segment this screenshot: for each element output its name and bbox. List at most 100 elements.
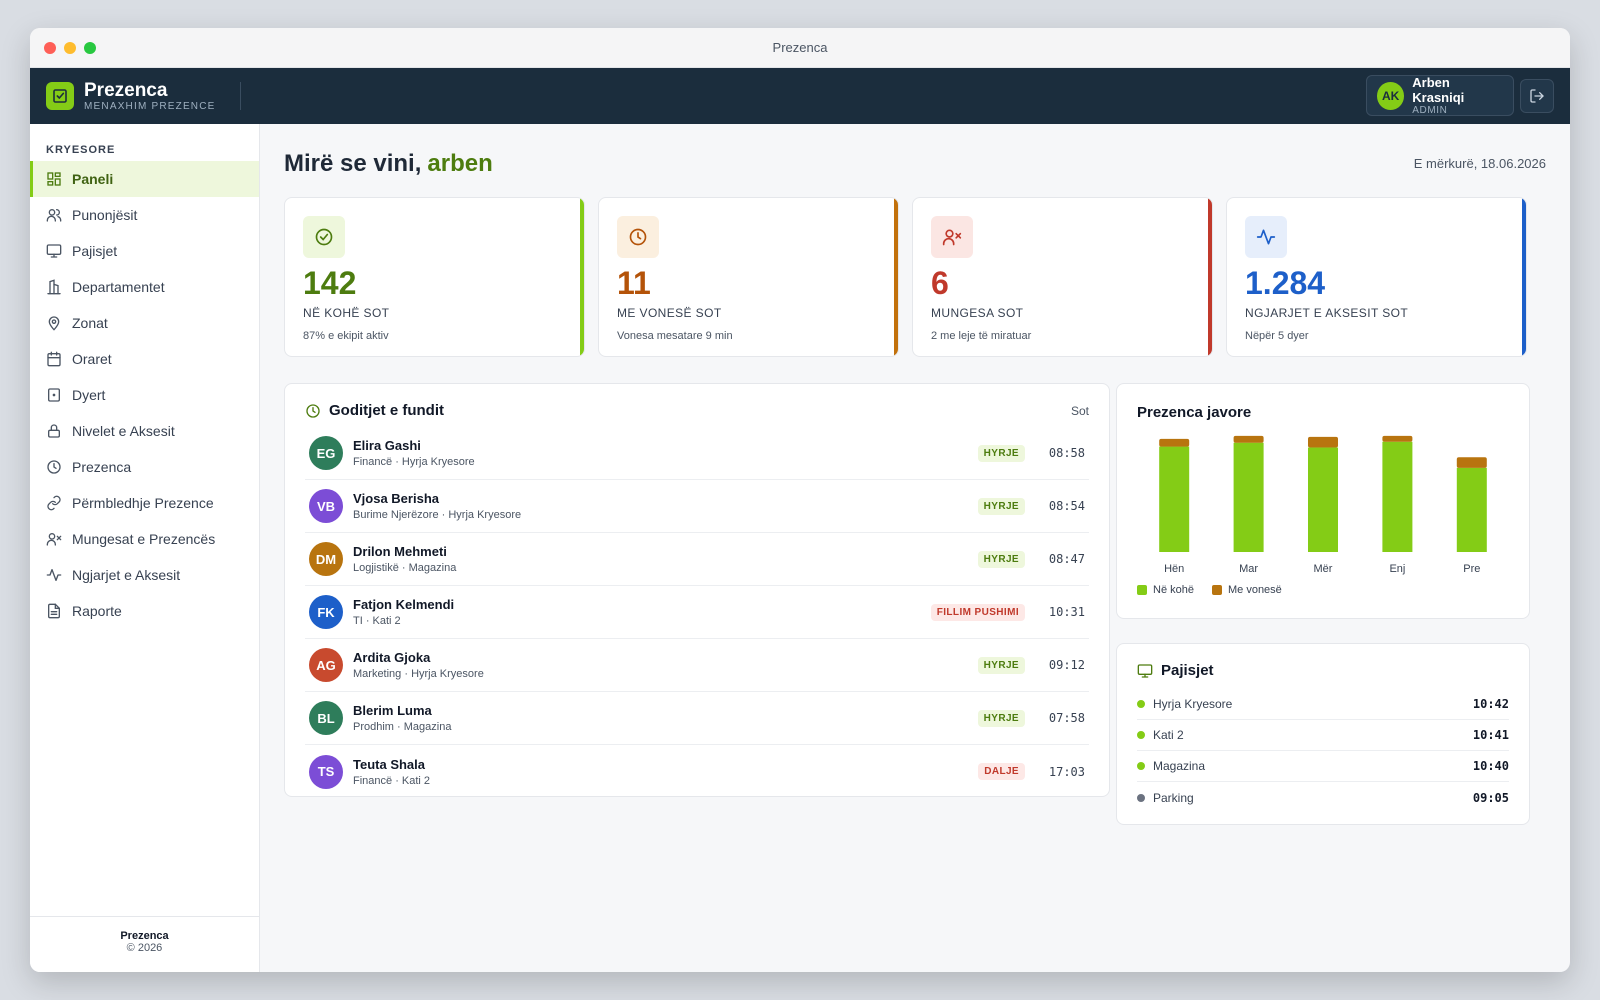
sidebar-item-ngjarjet-e-aksesit[interactable]: Ngjarjet e Aksesit <box>30 557 259 593</box>
bar-late[interactable] <box>1382 435 1413 442</box>
minimize-window-button[interactable] <box>64 42 76 54</box>
legend-label: Në kohë <box>1153 584 1194 596</box>
device-row[interactable]: Magazina 10:40 <box>1137 751 1509 782</box>
sidebar-item-prezenca[interactable]: Prezenca <box>30 449 259 485</box>
bar-late[interactable] <box>1456 457 1487 468</box>
top-bar: Prezenca MENAXHIM PREZENCE AK Arben Kras… <box>30 68 1570 124</box>
status-badge: HYRJE <box>977 444 1025 462</box>
bar-late[interactable] <box>1159 438 1190 447</box>
building-icon <box>47 279 61 295</box>
avatar: AK <box>1377 81 1405 110</box>
avatar: BL <box>309 701 343 735</box>
stat-value: 11 <box>617 265 651 301</box>
chart-legend: Në kohë Me vonesë <box>1137 584 1282 596</box>
device-row[interactable]: Kati 2 10:41 <box>1137 720 1509 751</box>
user-x-icon <box>931 216 973 258</box>
stat-card-late[interactable]: 11 ME VONESË SOT Vonesa mesatare 9 min <box>598 197 899 357</box>
stat-value: 142 <box>303 265 357 301</box>
sidebar-item-mungesat-e-prezences[interactable]: Mungesat e Prezencës <box>30 521 259 557</box>
activity-icon <box>1245 216 1287 258</box>
stat-card-access-events[interactable]: 1.284 NGJARJET E AKSESIT SOT Nëpër 5 dye… <box>1226 197 1527 357</box>
map-pin-icon <box>48 316 60 331</box>
bar-late[interactable] <box>1233 435 1264 443</box>
punch-time: 08:58 <box>1048 446 1085 460</box>
devices-panel: Pajisjet Hyrja Kryesore 10:42 Kati 2 10:41 M… <box>1116 643 1530 825</box>
bar-on-time[interactable] <box>1382 441 1413 552</box>
stat-card-on-time[interactable]: 142 NË KOHË SOT 87% e ekipit aktiv <box>284 197 585 357</box>
device-row[interactable]: Parking 09:05 <box>1137 782 1509 813</box>
brand[interactable]: Prezenca MENAXHIM PREZENCE <box>46 80 216 112</box>
status-dot <box>1137 762 1145 770</box>
footer-name: Prezenca <box>120 930 169 942</box>
brand-subtitle: MENAXHIM PREZENCE <box>84 100 216 112</box>
sidebar-item-dyert[interactable]: Dyert <box>30 377 259 413</box>
bar-on-time[interactable] <box>1233 442 1264 552</box>
user-menu[interactable]: AK Arben Krasniqi ADMIN <box>1366 75 1514 116</box>
clock-icon <box>617 216 659 258</box>
device-last-seen: 10:42 <box>1472 697 1509 711</box>
stat-label: NGJARJET E AKSESIT SOT <box>1245 306 1409 320</box>
sidebar-item-nivelet-e-aksesit[interactable]: Nivelet e Aksesit <box>30 413 259 449</box>
table-row[interactable]: FK Fatjon Kelmendi TI · Kati 2 FILLIM PUSHI… <box>305 586 1089 639</box>
window-title: Prezenca <box>772 40 828 55</box>
calendar-icon <box>47 351 61 367</box>
clock-icon <box>47 460 61 474</box>
device-row[interactable]: Hyrja Kryesore 10:42 <box>1137 689 1509 720</box>
logout-icon <box>1530 89 1544 103</box>
x-tick-label: Enj <box>1389 563 1405 575</box>
door-icon <box>48 388 60 402</box>
x-tick-label: Mar <box>1239 563 1258 575</box>
recent-list: EG Elira Gashi Financë · Hyrja Kryesore HYR… <box>305 427 1089 798</box>
legend-item: Me vonesë <box>1211 584 1282 596</box>
bar-on-time[interactable] <box>1308 447 1338 552</box>
sidebar-item-paneli[interactable]: Paneli <box>30 161 259 197</box>
sidebar-item-zonat[interactable]: Zonat <box>30 305 259 341</box>
maximize-window-button[interactable] <box>84 42 96 54</box>
sidebar-item-punonjesit[interactable]: Punonjësit <box>30 197 259 233</box>
recent-filter[interactable]: Sot <box>1070 404 1089 418</box>
bar-on-time[interactable] <box>1456 467 1487 552</box>
clock-icon <box>306 403 320 418</box>
employee-name: Drilon Mehmeti <box>353 544 447 559</box>
user-role: ADMIN <box>1412 105 1448 116</box>
monitor-icon <box>46 244 62 258</box>
sidebar-item-permbledhje-prezence[interactable]: Përmbledhje Prezence <box>30 485 259 521</box>
table-row[interactable]: DM Drilon Mehmeti Logjistikë · Magazina HYR… <box>305 533 1089 586</box>
legend-label: Me vonesë <box>1227 584 1282 596</box>
sidebar-item-label: Nivelet e Aksesit <box>72 423 175 439</box>
sidebar-item-label: Paneli <box>72 171 114 187</box>
device-name: Magazina <box>1153 759 1206 773</box>
employee-meta: TI · Kati 2 <box>353 615 401 627</box>
status-dot <box>1137 731 1145 739</box>
sidebar-item-oraret[interactable]: Oraret <box>30 341 259 377</box>
sidebar-item-departamentet[interactable]: Departamentet <box>30 269 259 305</box>
app-window: Prezenca Prezenca MENAXHIM PREZENCE AK A… <box>30 28 1570 972</box>
stat-subtext: Vonesa mesatare 9 min <box>617 330 733 342</box>
table-row[interactable]: BL Blerim Luma Prodhim · Magazina HYRJE 07:5… <box>305 692 1089 745</box>
close-window-button[interactable] <box>44 42 56 54</box>
sidebar-item-label: Pajisjet <box>72 243 118 259</box>
bar-late[interactable] <box>1308 436 1338 448</box>
logout-button[interactable] <box>1520 79 1554 113</box>
employee-meta: Prodhim · Magazina <box>353 721 452 733</box>
sidebar-item-raporte[interactable]: Raporte <box>30 593 259 629</box>
employee-meta: Marketing · Hyrja Kryesore <box>353 668 484 680</box>
sidebar-item-pajisjet[interactable]: Pajisjet <box>30 233 259 269</box>
employee-name: Ardita Gjoka <box>353 650 431 665</box>
status-dot <box>1137 700 1145 708</box>
table-row[interactable]: TS Teuta Shala Financë · Kati 2 DALJE 17:03 <box>305 745 1089 798</box>
dashboard-icon <box>47 172 61 186</box>
device-last-seen: 10:41 <box>1472 728 1509 742</box>
sidebar: KRYESORE Paneli Punonjësit Pajisjet Depa… <box>30 124 260 972</box>
table-row[interactable]: VB Vjosa Berisha Burime Njerëzore · Hyrja … <box>305 480 1089 533</box>
stat-subtext: 87% e ekipit aktiv <box>303 330 389 342</box>
stat-value: 1.284 <box>1245 265 1326 301</box>
bar-on-time[interactable] <box>1159 446 1190 552</box>
sidebar-item-label: Dyert <box>72 387 106 403</box>
punch-time: 10:31 <box>1048 605 1085 619</box>
table-row[interactable]: EG Elira Gashi Financë · Hyrja Kryesore HYR… <box>305 427 1089 480</box>
employee-meta: Logjistikë · Magazina <box>353 562 457 574</box>
status-badge: HYRJE <box>977 656 1025 674</box>
stat-card-absences[interactable]: 6 MUNGESA SOT 2 me leje të miratuar <box>912 197 1213 357</box>
table-row[interactable]: AG Ardita Gjoka Marketing · Hyrja Kryesore… <box>305 639 1089 692</box>
